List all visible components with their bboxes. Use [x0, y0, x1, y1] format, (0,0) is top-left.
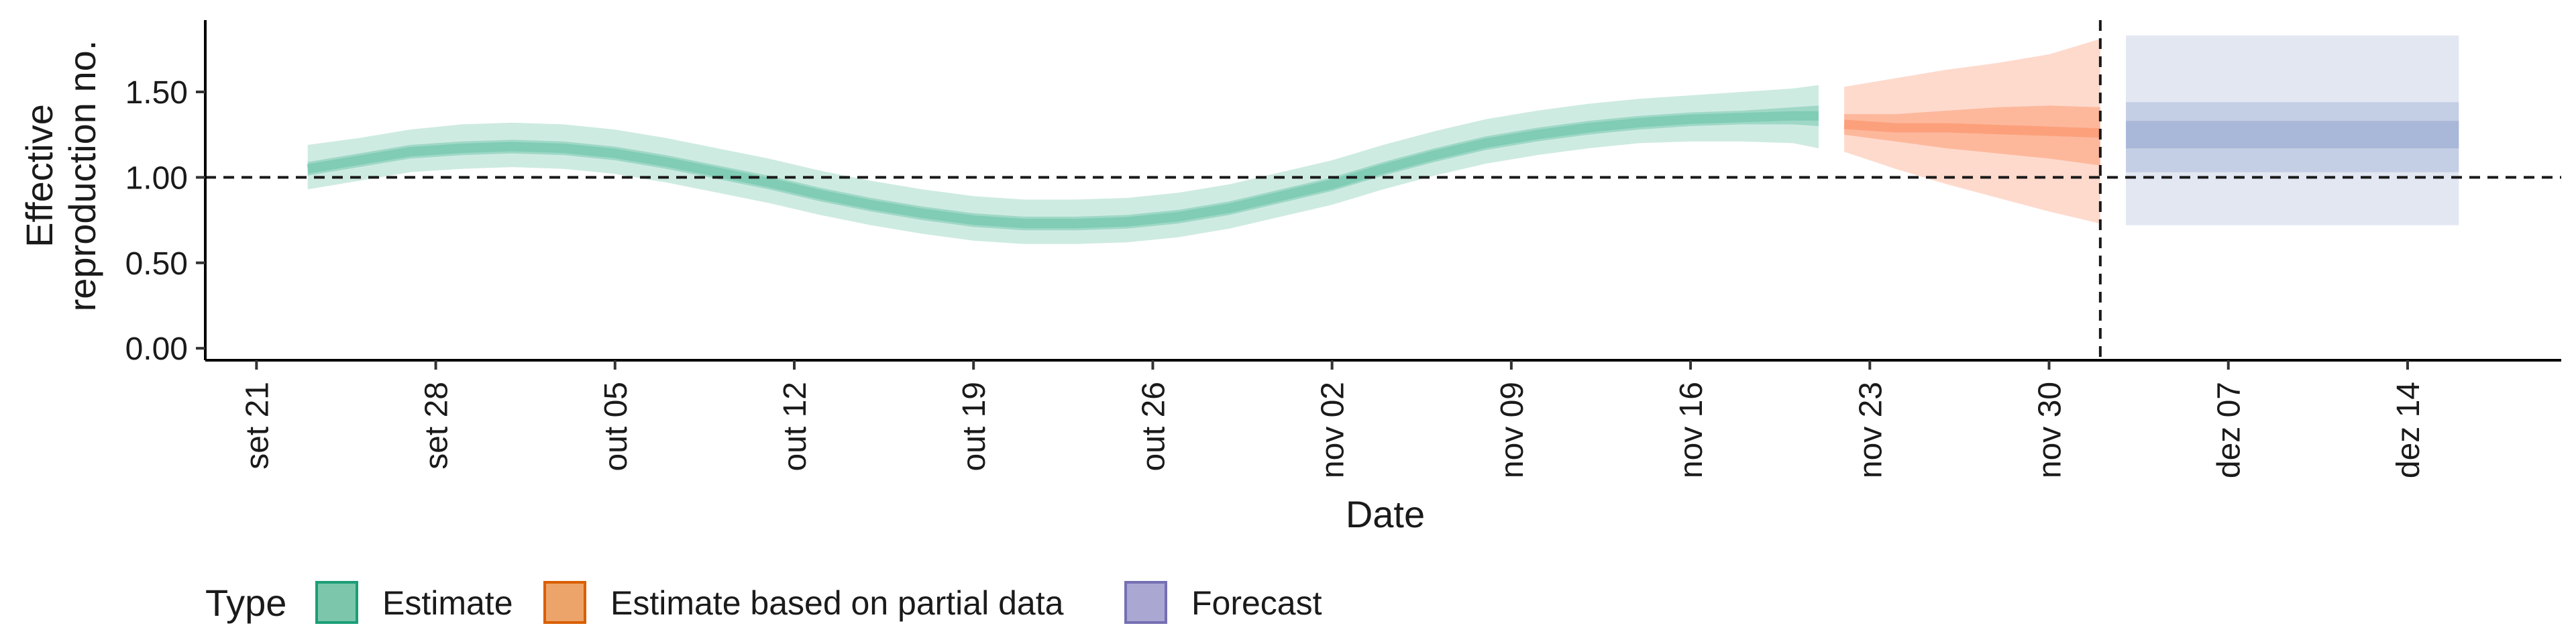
legend-swatch	[543, 581, 586, 624]
bands-layer	[307, 35, 2459, 244]
legend-label: Estimate based on partial data	[610, 584, 1064, 622]
y-axis-label-line2: reproduction no.	[61, 40, 103, 312]
series-estimate-based-on-partial-data	[1843, 39, 2101, 224]
estimate-median-line	[307, 111, 1819, 229]
x-tick-label: out 19	[957, 382, 992, 471]
legend-title: Type	[205, 582, 286, 624]
x-tick-label: out 05	[598, 382, 634, 471]
legend-swatch	[315, 581, 358, 624]
series-estimate	[307, 85, 1819, 244]
x-tick-label: out 12	[777, 382, 813, 471]
legend-swatch	[1124, 581, 1167, 624]
reference-lines	[205, 20, 2561, 360]
x-tick-label: nov 16	[1674, 382, 1709, 478]
series-forecast	[2126, 35, 2459, 225]
x-tick-label: set 21	[239, 382, 275, 470]
estimate-based-on-partial-data-band-50	[1844, 105, 2100, 166]
x-tick-label: dez 14	[2391, 382, 2426, 478]
x-tick-label: nov 23	[1853, 382, 1888, 478]
x-tick-label: set 28	[419, 382, 455, 470]
x-tick-label: nov 02	[1316, 382, 1351, 478]
x-tick-label: out 26	[1136, 382, 1171, 471]
estimate-based-on-partial-data-median-line	[1843, 119, 2101, 138]
legend-label: Estimate	[382, 584, 513, 622]
x-tick-label: nov 30	[2033, 382, 2068, 478]
y-tick-label: 1.00	[125, 160, 188, 196]
y-tick-label: 0.50	[125, 246, 188, 282]
legend-label: Forecast	[1191, 584, 1322, 622]
y-axis-label-line1: Effective	[18, 104, 60, 248]
y-tick-label: 0.00	[125, 331, 188, 367]
ticks-layer: 0.00 0.50 1.00 1.50 set 21 set 28 out 05 out 12…	[125, 75, 2426, 478]
legend: Type Estimate Estimate based on partial da…	[205, 581, 1322, 624]
y-tick-label: 1.50	[125, 75, 188, 111]
x-axis-label: Date	[1346, 493, 1425, 535]
estimate-band-90	[307, 85, 1819, 244]
forecast-band-20	[2126, 121, 2459, 149]
x-tick-label: nov 09	[1495, 382, 1530, 478]
x-tick-label: dez 07	[2212, 382, 2247, 478]
axes-layer	[204, 20, 2561, 362]
